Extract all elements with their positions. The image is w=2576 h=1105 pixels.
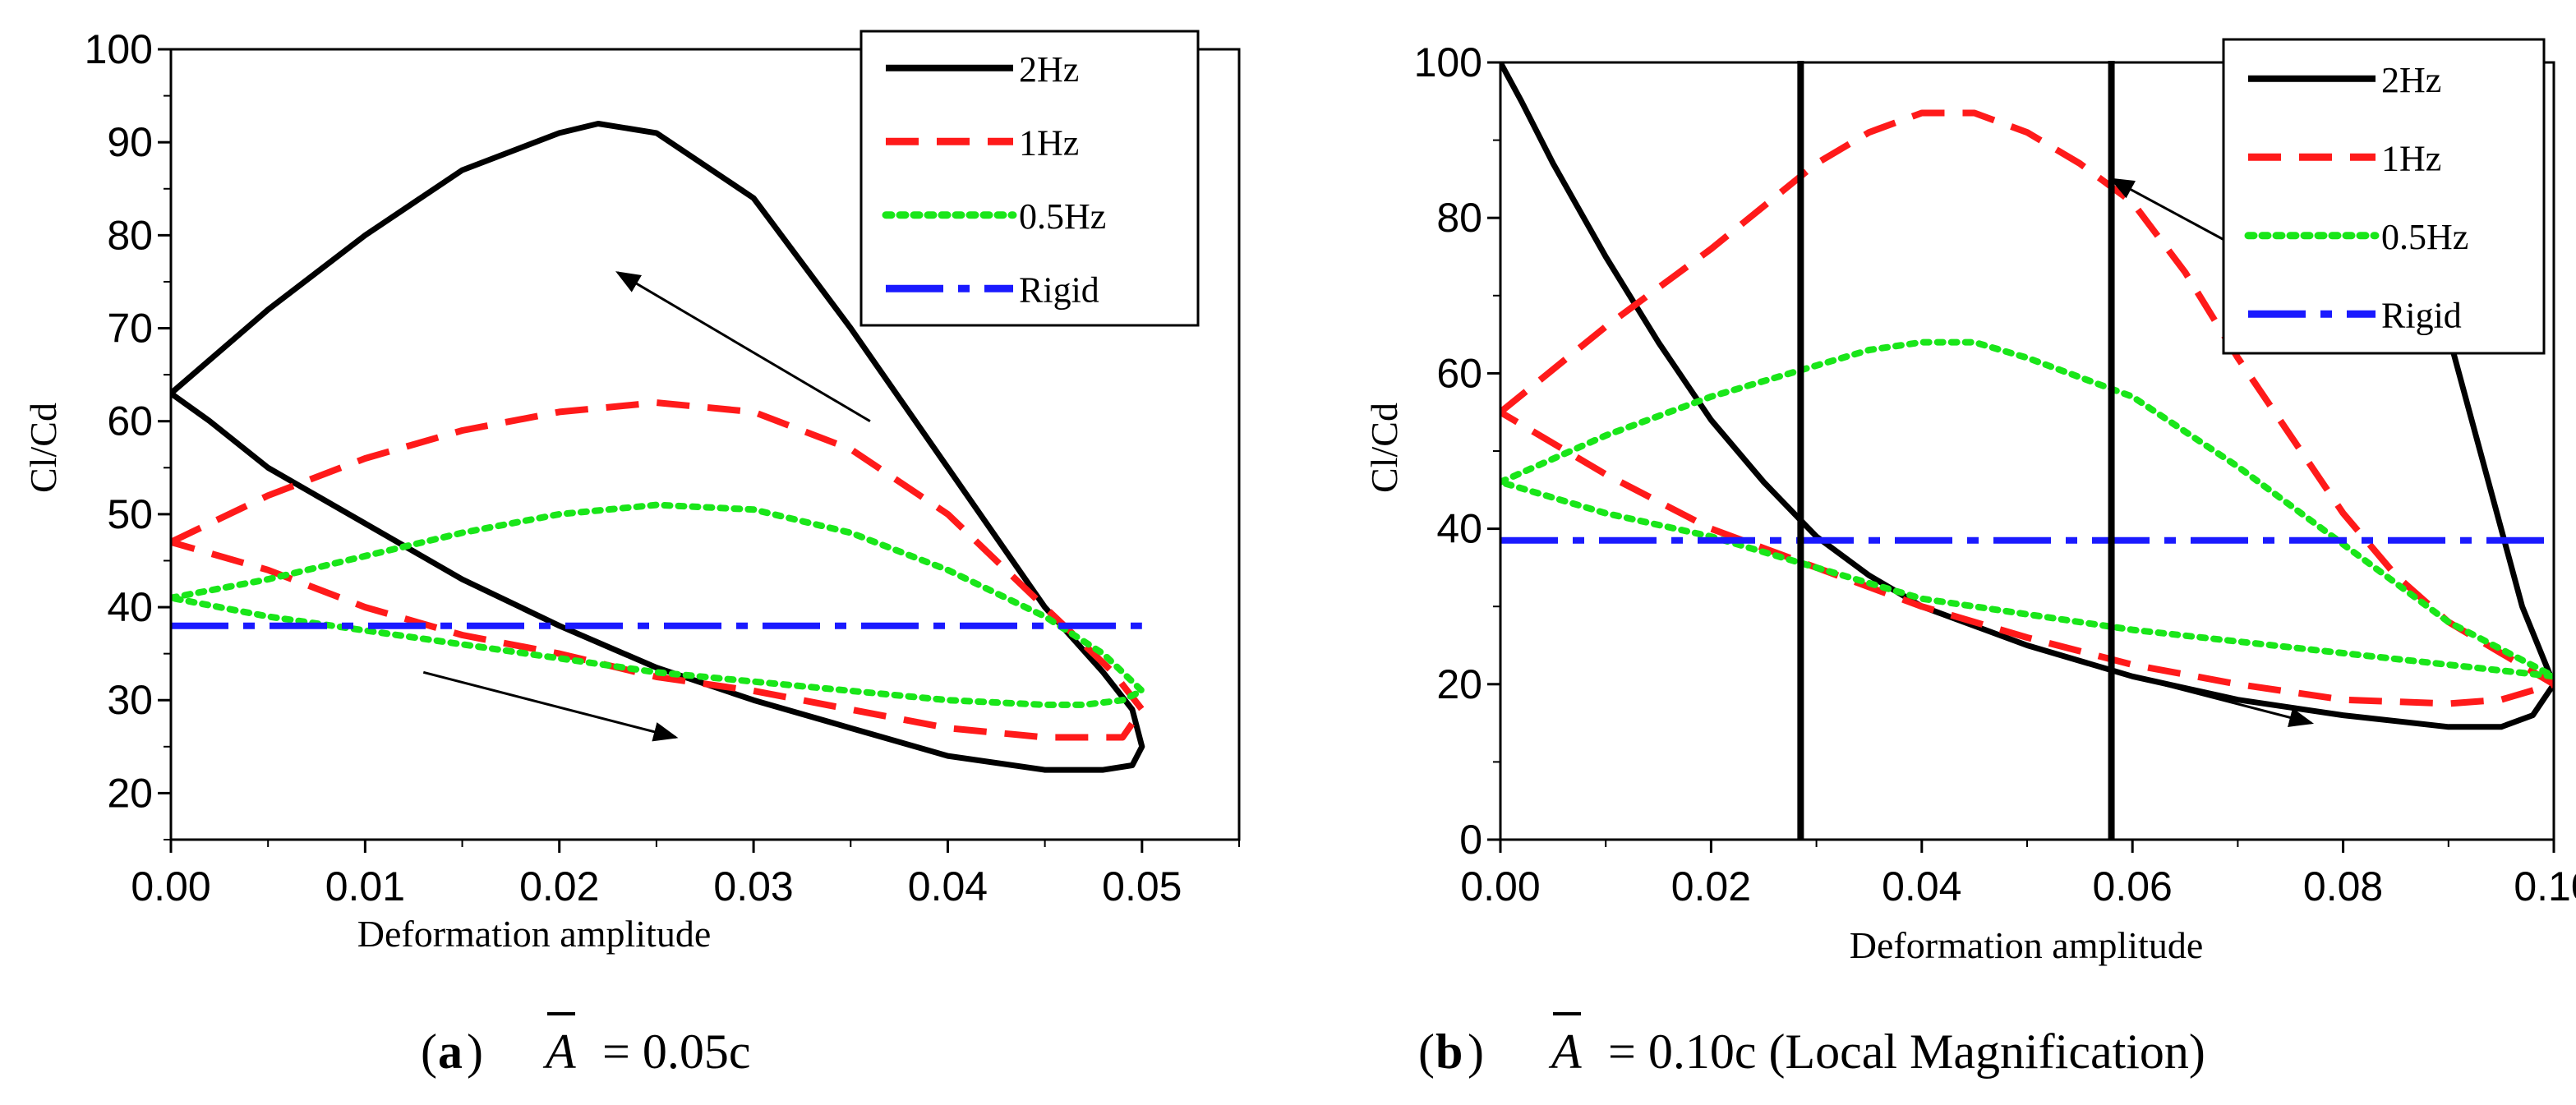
- panel-b-legend-box: [2222, 38, 2546, 355]
- panel-b-plot-frame: [1499, 61, 2555, 841]
- panel-a-series-0_5Hz: [171, 501, 1145, 708]
- panel-a-y-axis-label: Cl/Cd: [22, 403, 64, 493]
- panel-b-y-axis-label: Cl/Cd: [1363, 403, 1405, 493]
- panel-a-y-tick-label: 20: [107, 770, 153, 816]
- panel-b-legend: 2Hz 1Hz 0.5Hz Rigid: [2222, 38, 2546, 355]
- panel-a-legend-label-1Hz: 1Hz: [1019, 122, 1079, 163]
- panel-b-caption-open-paren: (: [1418, 1024, 1435, 1079]
- panel-a-y-tick-label: 30: [107, 677, 153, 723]
- panel-b-x-tick-label: 0.02: [1671, 863, 1751, 909]
- panel-b-x-tick-label: 0.04: [1882, 863, 1961, 909]
- panel-a-legend-label-Rigid: Rigid: [1019, 269, 1099, 310]
- panel-b-y-tick-label: 100: [1414, 39, 1482, 85]
- panel-a-legend-label-2Hz: 2Hz: [1019, 49, 1079, 90]
- panel-a-x-tick-label: 0.05: [1102, 863, 1182, 909]
- panel-a-legend-label-0_5Hz: 0.5Hz: [1019, 196, 1106, 237]
- panel-b-x-tick-label: 0.08: [2303, 863, 2383, 909]
- panel-b-legend-label-0_5Hz: 0.5Hz: [2381, 217, 2468, 257]
- panel-b-caption-symbol: A: [1548, 1024, 1582, 1079]
- panel-a-x-tick-label: 0.02: [519, 863, 599, 909]
- panel-a-legend: 2Hz 1Hz 0.5Hz Rigid: [859, 30, 1200, 327]
- panel-a-y-tick-label: 50: [107, 491, 153, 537]
- panel-a-x-tick-label: 0.00: [131, 863, 210, 909]
- panel-a-ticks: 0.00 0.01 0.02 0.03 0.04 0.05 20 30 40 50 60 70 80 90…: [85, 26, 1240, 909]
- panel-b-caption-letter: b: [1435, 1024, 1463, 1079]
- panel-a-arrow-1: [422, 670, 679, 742]
- panel-b-y-tick-label: 20: [1436, 661, 1482, 707]
- panel-a-caption-symbol: A: [542, 1024, 576, 1079]
- panel-a-y-tick-label: 60: [107, 398, 153, 444]
- panel-b-x-tick-label: 0.06: [2093, 863, 2173, 909]
- panel-b-y-tick-label: 40: [1436, 506, 1482, 552]
- panel-a-x-axis-label: Deformation amplitude: [357, 913, 712, 955]
- panel-a-legend-box: [859, 30, 1200, 327]
- panel-b-x-tick-label: 0.00: [1460, 863, 1540, 909]
- panel-b-ticks: 0.00 0.02 0.04 0.06 0.08 0.10 0 20 40 60 80 100: [1414, 39, 2576, 909]
- panel-a-series: [171, 121, 1145, 773]
- panel-b-x-tick-label: 0.10: [2514, 863, 2576, 909]
- panel-a-arrow-0: [615, 271, 871, 422]
- panel-b-arrow-1: [2100, 667, 2315, 727]
- panel-b-y-tick-label: 0: [1459, 817, 1482, 863]
- panel-a-y-tick-label: 90: [107, 119, 153, 165]
- panel-b-legend-label-1Hz: 1Hz: [2381, 138, 2441, 178]
- panel-b-chart: 0.00 0.02 0.04 0.06 0.08 0.10 0 20 40 60 80 100 2Hz…: [1363, 38, 2576, 1079]
- panel-a-series-1Hz: [171, 399, 1145, 741]
- panel-a-chart: 0.00 0.01 0.02 0.03 0.04 0.05 20 30 40 50 60 70 80 90…: [22, 26, 1241, 1079]
- panel-a-series-2Hz: [171, 121, 1145, 773]
- panel-a-caption-open-paren: (: [421, 1024, 437, 1079]
- panel-b-caption: ( b ) A = 0.10c (Local Magnification): [1418, 1012, 2205, 1079]
- panel-a-y-tick-label: 70: [107, 306, 153, 352]
- panel-b-y-tick-label: 60: [1436, 350, 1482, 396]
- panel-a-plot-frame: [169, 48, 1241, 841]
- panel-a-y-tick-label: 80: [107, 212, 153, 258]
- panel-a-y-tick-label: 40: [107, 584, 153, 630]
- panel-a-arrows: [422, 271, 871, 742]
- panel-b-x-axis-label: Deformation amplitude: [1850, 924, 2204, 966]
- panel-a-caption: ( a ) A = 0.05c: [421, 1012, 750, 1079]
- panel-a-caption-text: = 0.05c: [590, 1024, 750, 1079]
- panel-a-y-tick-label: 100: [85, 26, 153, 72]
- panel-b-vlines: [1797, 61, 2115, 840]
- panel-a-x-tick-label: 0.04: [908, 863, 988, 909]
- panel-a-x-tick-label: 0.01: [325, 863, 405, 909]
- panel-b-caption-text: = 0.10c (Local Magnification): [1596, 1024, 2205, 1079]
- panel-a-caption-close-paren: ): [467, 1024, 483, 1079]
- panel-b-legend-label-2Hz: 2Hz: [2381, 60, 2441, 100]
- panel-b-y-tick-label: 80: [1436, 195, 1482, 241]
- panel-b-series-0_5Hz: [1500, 338, 2554, 680]
- panel-b-caption-close-paren: ): [1468, 1024, 1484, 1079]
- panel-a-caption-letter: a: [438, 1024, 463, 1079]
- panel-b-legend-label-Rigid: Rigid: [2381, 295, 2462, 335]
- panel-a-x-tick-label: 0.03: [713, 863, 793, 909]
